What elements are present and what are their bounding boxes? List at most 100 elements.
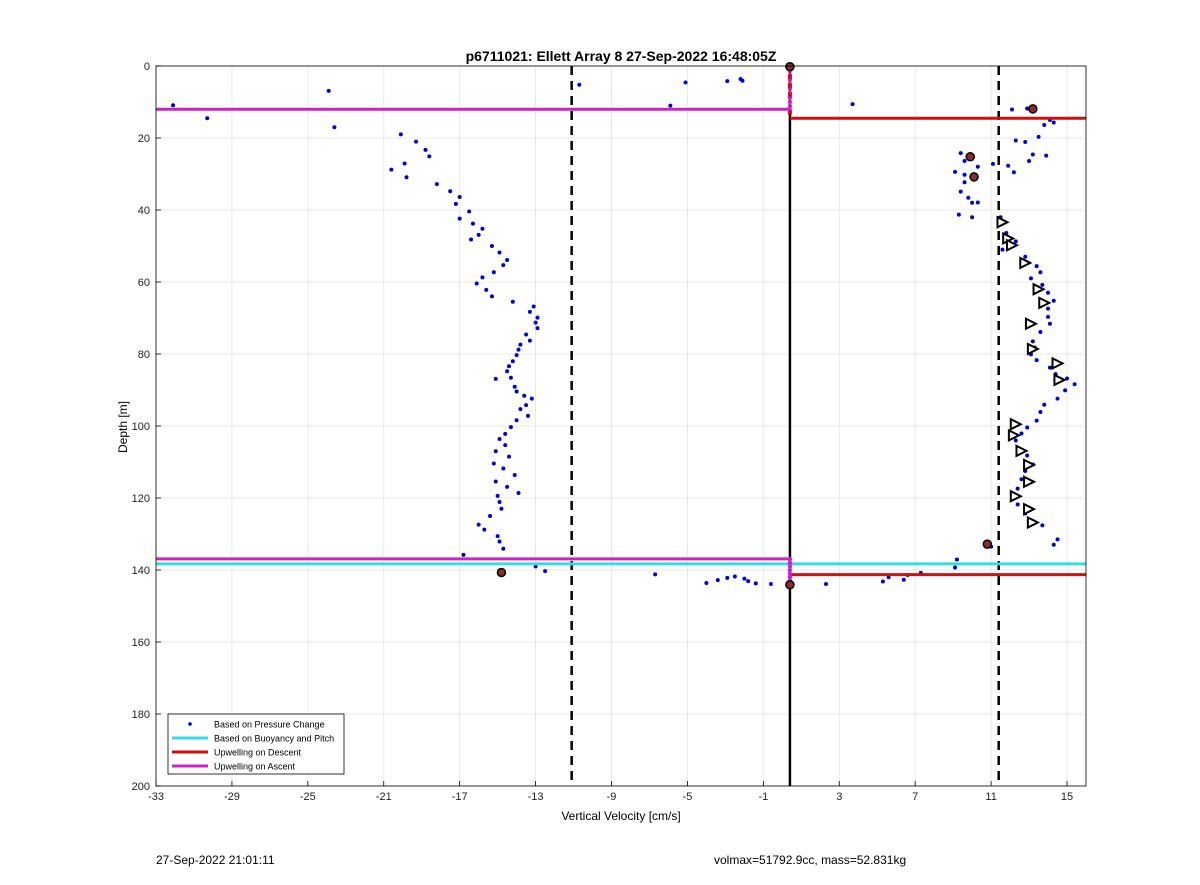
pressure-change-point [480,226,485,231]
legend-entry-label: Based on Pressure Change [214,720,325,730]
legend-swatch-dot [188,722,192,726]
pressure-change-point [1065,376,1070,381]
pressure-change-point [1047,365,1052,370]
pressure-change-point [476,522,481,527]
pressure-change-point [1028,276,1033,281]
pressure-change-point [529,396,534,401]
tick-layer: -33 -29 -25 -21 -17 -13 -9 -5 -1 3 7 11 150204060801… [132,61,1074,803]
legend-box [167,713,345,775]
pressure-change-point [326,88,331,93]
y-axis-label: Depth [m] [116,401,130,453]
pressure-change-point [1038,270,1043,275]
pressure-change-point [484,287,489,292]
pressure-change-point [474,281,479,286]
series-layer [156,61,1086,786]
pressure-change-point [531,304,536,309]
pressure-change-point [533,320,538,325]
descent-marker [787,92,792,97]
triangle-marker [1019,256,1033,270]
pressure-change-point [497,499,502,504]
pressure-change-point [453,201,458,206]
pressure-change-point [505,369,510,374]
pressure-change-point [975,164,980,169]
x-axis-label: Vertical Velocity [cm/s] [561,809,680,823]
pressure-change-point [668,103,673,108]
pressure-change-point [501,263,506,268]
pressure-change-point [516,490,521,495]
pressure-change-point [495,534,500,539]
legend: Based on Pressure Change Based on Buoyanc… [167,713,345,775]
x-tick-label: -25 [300,791,316,803]
pressure-change-point [1055,396,1060,401]
pressure-change-point [518,407,523,412]
triangle-marker [1032,282,1046,296]
pressure-change-point [1044,153,1049,158]
pressure-change-point [501,466,506,471]
pressure-change-point [423,147,428,152]
pressure-change-point [577,82,582,87]
ascent-marker [787,575,793,580]
pressure-change-point [489,294,494,299]
descent-marker [787,110,792,115]
pressure-change-point [402,161,407,166]
pressure-change-point [1038,409,1043,414]
pressure-change-point [956,212,961,217]
ascent-marker [787,99,793,105]
footer-timestamp: 27-Sep-2022 21:01:11 [156,853,275,867]
pressure-change-point [488,514,493,518]
pressure-change-point [497,539,502,544]
pressure-change-point [501,546,506,551]
pressure-change-point [1036,134,1041,139]
ascent-marker [787,560,793,565]
y-tick-label: 80 [138,349,150,361]
pressure-change-point [958,151,963,156]
descent-marker [787,74,792,79]
pressure-change-point [1063,388,1068,393]
ascent-marker [787,564,793,569]
footer-float-info: volmax=51792.9cc, mass=52.831kg [714,853,907,867]
pressure-change-point [1038,330,1043,335]
pressure-change-point [742,576,747,581]
pressure-change-point [1047,321,1052,326]
pressure-change-point [495,493,500,498]
pressure-change-point [543,569,548,574]
legend-entry-label: Upwelling on Descent [214,748,302,758]
y-tick-label: 180 [132,709,150,721]
pressure-change-point [725,79,730,84]
pressure-change-point [205,116,210,121]
x-tick-label: 11 [985,791,996,803]
pressure-change-point [823,582,828,587]
pressure-change-point [510,299,515,304]
pressure-change-point [476,232,481,237]
pressure-change-point [1023,254,1028,259]
pressure-change-point [493,449,498,454]
x-tick-label: 15 [1061,791,1073,803]
triangle-marker [1005,238,1020,252]
pressure-change-point [526,413,530,418]
pressure-change-point [1019,477,1024,482]
y-tick-label: 140 [132,565,150,577]
triangle-marker [1051,356,1065,370]
y-tick-label: 100 [132,421,150,433]
circle-marker [496,567,507,578]
pressure-change-point [954,557,959,562]
pressure-change-point [1051,120,1056,125]
pressure-change-point [1051,542,1056,547]
pressure-change-point [1015,502,1020,507]
pressure-change-point [753,581,758,586]
x-tick-label: -33 [148,791,164,803]
pressure-change-point [1000,247,1005,252]
pressure-change-point [962,159,967,164]
chart-title: p6711021: Ellett Array 8 27-Sep-2022 16:… [466,48,777,64]
pressure-change-point [514,353,519,358]
pressure-change-point [516,347,521,352]
pressure-change-point [448,189,453,194]
pressure-change-point [398,132,403,137]
triangle-marker [1053,373,1067,387]
pressure-change-point [966,195,971,200]
pressure-change-point [491,270,496,275]
pressure-change-point [434,182,439,187]
pressure-change-point [1025,425,1030,430]
pressure-change-point [768,582,773,587]
